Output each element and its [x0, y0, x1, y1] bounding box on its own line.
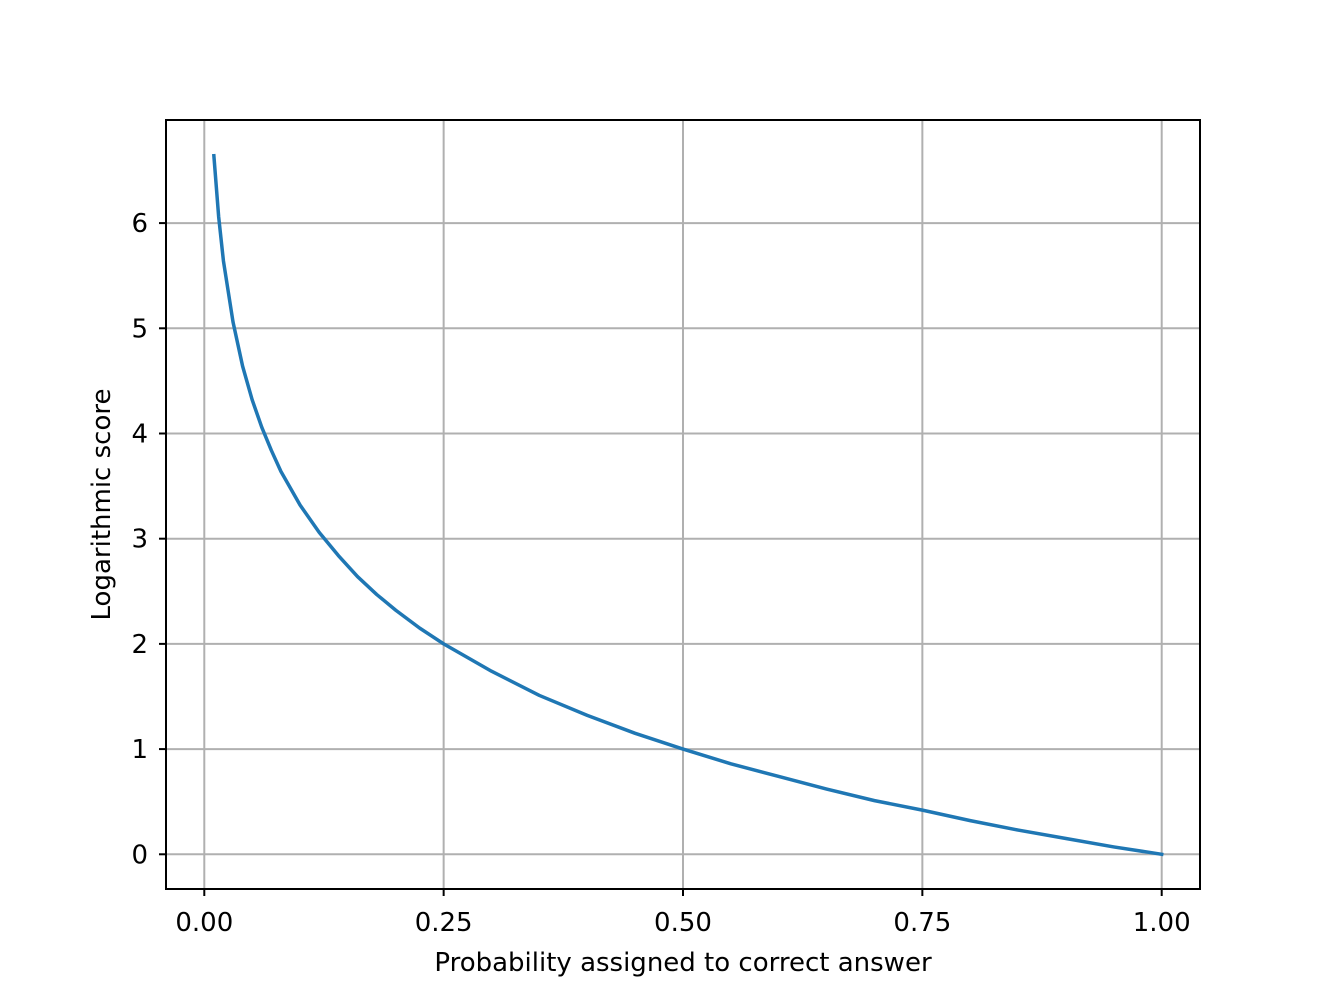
x-tick-label: 0.25	[415, 908, 473, 938]
ticks-layer: 0.00 0.25 0.50 0.75 1.00 0 1 2 3 4 5 6	[131, 209, 1190, 938]
y-tick-label: 5	[131, 314, 148, 344]
x-tick-label: 1.00	[1133, 908, 1191, 938]
grid-layer	[166, 120, 1200, 889]
x-tick-label: 0.50	[654, 908, 712, 938]
series-line	[211, 153, 1164, 857]
y-tick-label: 6	[131, 209, 148, 239]
y-tick-label: 4	[131, 419, 148, 449]
y-tick-label: 2	[131, 630, 148, 660]
y-tick-label: 0	[131, 840, 148, 870]
y-tick-label: 1	[131, 735, 148, 765]
x-tick-label: 0.75	[893, 908, 951, 938]
x-axis-label: Probability assigned to correct answer	[434, 948, 932, 978]
series-layer	[211, 153, 1164, 857]
y-tick-label: 3	[131, 525, 148, 555]
y-axis-label: Logarithmic score	[87, 389, 117, 621]
x-tick-label: 0.00	[175, 908, 233, 938]
